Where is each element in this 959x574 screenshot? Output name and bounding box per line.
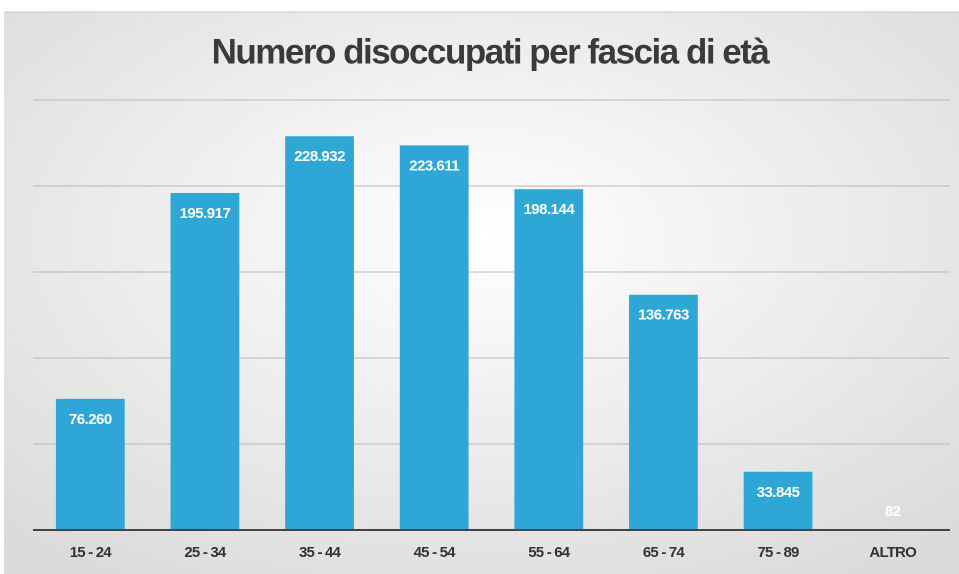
bar (743, 471, 813, 530)
data-label: 228.932 (294, 148, 345, 165)
data-label: 82 (885, 503, 901, 520)
x-tick-label: 45 - 54 (414, 544, 457, 561)
data-label: 223.611 (409, 157, 459, 174)
bar (629, 294, 698, 530)
x-tick-label: ALTRO (869, 544, 917, 561)
data-label: 76.260 (69, 411, 112, 428)
x-tick-label: 15 - 24 (70, 544, 113, 561)
x-tick-label: 35 - 44 (299, 544, 342, 561)
bar (55, 398, 125, 530)
x-tick-label: 55 - 64 (528, 544, 571, 561)
x-tick-label: 65 - 74 (643, 544, 686, 561)
bar (170, 193, 240, 530)
x-tick-label: 75 - 89 (758, 544, 800, 561)
data-label: 33.845 (757, 484, 800, 501)
data-label: 136.763 (638, 307, 689, 324)
bar (514, 189, 584, 530)
bar (399, 145, 469, 530)
data-label: 195.917 (180, 205, 231, 222)
data-label: 198.144 (523, 201, 575, 218)
chart-background (4, 12, 959, 574)
bar (285, 136, 354, 531)
x-tick-label: 25 - 34 (184, 544, 227, 561)
chart-title: Numero disoccupati per fascia di età (212, 32, 771, 71)
